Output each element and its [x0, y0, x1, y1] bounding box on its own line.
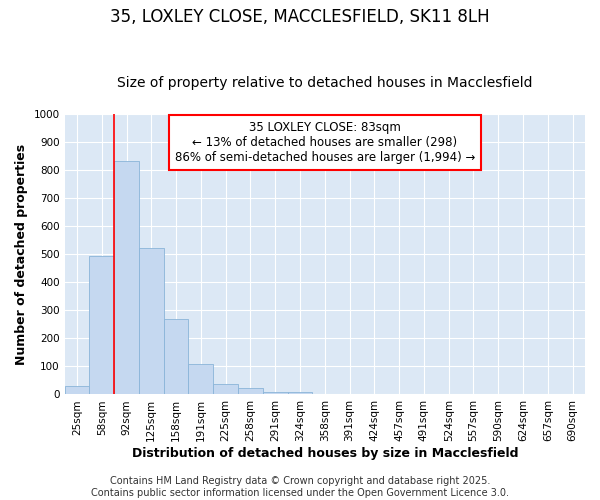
Text: 35, LOXLEY CLOSE, MACCLESFIELD, SK11 8LH: 35, LOXLEY CLOSE, MACCLESFIELD, SK11 8LH [110, 8, 490, 26]
Bar [263, 392, 287, 394]
Text: 35 LOXLEY CLOSE: 83sqm
← 13% of detached houses are smaller (298)
86% of semi-de: 35 LOXLEY CLOSE: 83sqm ← 13% of detached… [175, 122, 475, 164]
Bar [287, 392, 313, 394]
Bar [139, 248, 164, 394]
Bar [188, 364, 213, 394]
Title: Size of property relative to detached houses in Macclesfield: Size of property relative to detached ho… [117, 76, 533, 90]
Bar [89, 256, 114, 394]
Bar [213, 384, 238, 394]
Bar [65, 386, 89, 394]
X-axis label: Distribution of detached houses by size in Macclesfield: Distribution of detached houses by size … [131, 447, 518, 460]
Text: Contains HM Land Registry data © Crown copyright and database right 2025.
Contai: Contains HM Land Registry data © Crown c… [91, 476, 509, 498]
Y-axis label: Number of detached properties: Number of detached properties [15, 144, 28, 365]
Bar [238, 388, 263, 394]
Bar [114, 160, 139, 394]
Bar [164, 319, 188, 394]
